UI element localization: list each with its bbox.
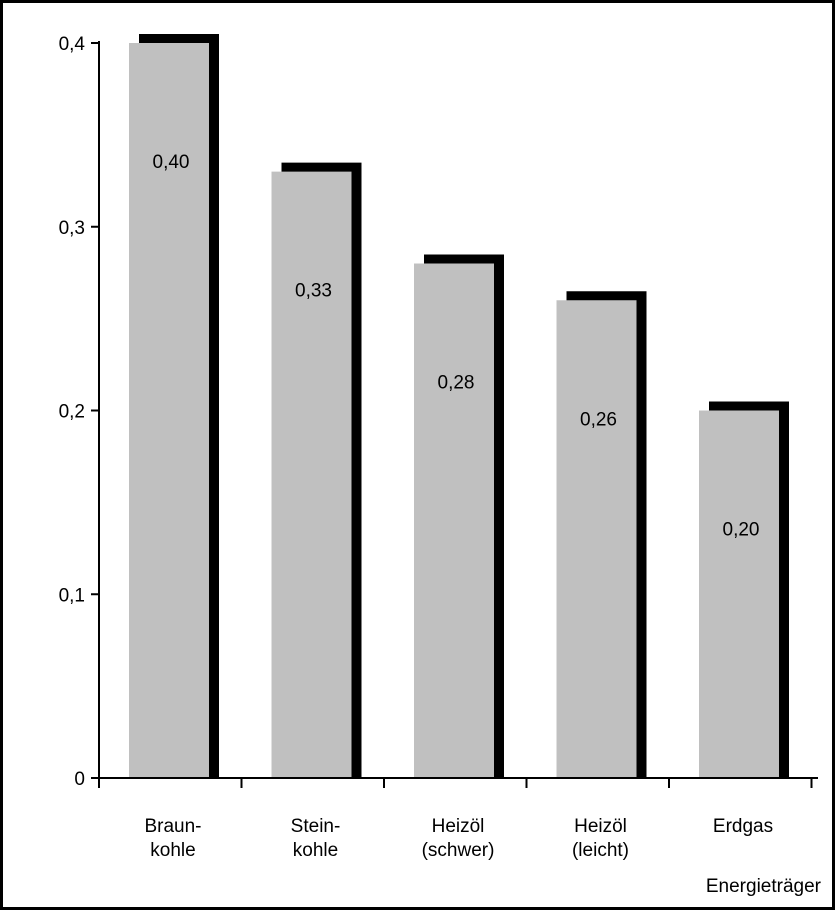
bar-value-label: 0,20 [723, 520, 760, 541]
x-category-label-line: Braun- [144, 816, 201, 837]
bar-value-label: 0,33 [295, 281, 332, 302]
x-category-label-line: (schwer) [422, 840, 495, 861]
y-tick-label: 0,2 [59, 402, 85, 423]
x-category-label: Heizöl (leicht) [572, 816, 629, 861]
x-category-label-line: Stein- [291, 816, 341, 837]
x-ticks [240, 778, 813, 788]
bars-layer [129, 34, 789, 778]
y-tick-label: 0,4 [59, 34, 86, 55]
x-category-label-line: kohle [150, 840, 195, 861]
bar [556, 300, 637, 778]
x-category-label: Stein-kohle [291, 816, 341, 861]
y-tick-label: 0,1 [59, 585, 85, 606]
bar-chart: 00,10,20,30,4 Braun-kohleStein-kohleHeiz… [59, 34, 822, 897]
x-category-label: Erdgas [713, 816, 773, 837]
y-tick-label: 0,3 [59, 218, 85, 239]
bar [414, 263, 494, 778]
value-labels: 0,40 0,33 0,28 0,26 0,20 [153, 152, 760, 541]
bar [699, 410, 779, 778]
axes-layer [98, 41, 818, 788]
y-tick-label: 0 [74, 769, 85, 790]
x-axis-title: Energieträger [706, 876, 822, 897]
bar-value-label: 0,28 [438, 373, 475, 394]
x-category-label: Braun-kohle [144, 816, 201, 861]
bar [129, 43, 209, 778]
y-ticks: 0 0,1 0,2 0,3 0,4 [59, 34, 99, 790]
x-category-label: Heizöl (schwer) [422, 816, 495, 861]
bar-value-label: 0,40 [153, 152, 190, 173]
x-category-label-line: Erdgas [713, 816, 773, 837]
bar [271, 171, 352, 778]
bar-value-label: 0,26 [580, 409, 617, 430]
x-category-label-line: (leicht) [572, 840, 629, 861]
x-category-label-line: kohle [293, 840, 338, 861]
x-category-label-line: Heizöl [432, 816, 485, 837]
x-category-label-line: Heizöl [574, 816, 627, 837]
